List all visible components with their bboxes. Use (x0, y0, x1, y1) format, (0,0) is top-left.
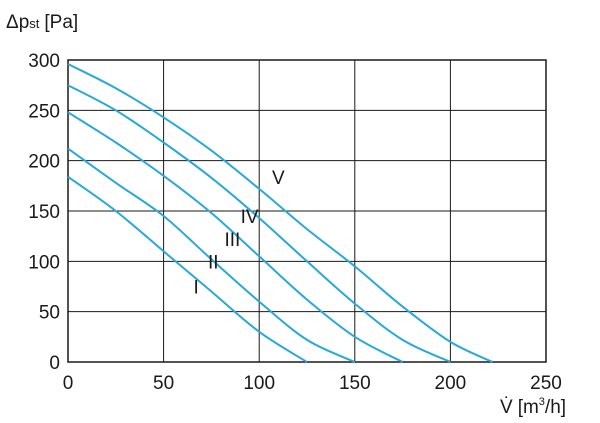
series-label-i: I (193, 278, 198, 299)
x-tick-label: 200 (435, 373, 467, 394)
x-tick-label: 250 (530, 373, 562, 394)
y-tick-label: 100 (28, 252, 60, 273)
series-line-i (67, 175, 308, 363)
y-tick-label: 150 (28, 202, 60, 223)
x-axis-label: V̇ [m3/h] (500, 396, 566, 418)
y-tick-label: 300 (28, 51, 60, 72)
x-tick-label: 150 (339, 373, 371, 394)
series-line-v (67, 63, 493, 363)
series-label-iv: IV (241, 207, 259, 228)
series-line-iii (67, 111, 404, 363)
series-line-ii (67, 147, 356, 363)
tick-labels: 0 50 100 150 200 250 0 50 100 150 200 250 300 (28, 51, 562, 394)
x-tick-label: 100 (243, 373, 275, 394)
y-tick-label: 250 (28, 101, 60, 122)
y-tick-label: 0 (49, 353, 60, 374)
x-tick-label: 50 (153, 373, 174, 394)
grid (67, 59, 547, 363)
y-tick-label: 200 (28, 152, 60, 173)
y-axis-label: Δpst [Pa] (6, 12, 78, 33)
x-tick-label: 0 (63, 373, 74, 394)
series-line-iv (67, 84, 451, 363)
series-label-iii: III (225, 230, 241, 251)
series-label-ii: II (208, 252, 219, 273)
y-tick-label: 50 (39, 303, 60, 324)
series-label-v: V (272, 168, 285, 189)
curves (67, 63, 493, 363)
